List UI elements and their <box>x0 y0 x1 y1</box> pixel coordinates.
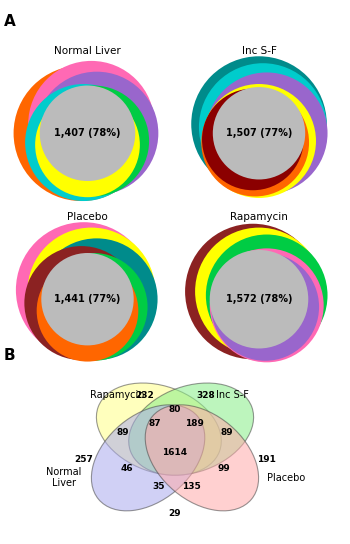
Circle shape <box>40 253 148 361</box>
Text: 189: 189 <box>185 419 204 428</box>
Circle shape <box>35 72 158 195</box>
Text: 328: 328 <box>196 391 215 399</box>
Text: 80: 80 <box>169 405 181 414</box>
Text: Inc S-F: Inc S-F <box>216 390 249 400</box>
Text: 1,407 (78%): 1,407 (78%) <box>54 128 121 138</box>
Circle shape <box>25 246 138 360</box>
Title: Normal Liver: Normal Liver <box>54 46 121 56</box>
Title: Placebo: Placebo <box>67 212 108 222</box>
Circle shape <box>199 63 327 191</box>
Circle shape <box>202 84 316 198</box>
Circle shape <box>195 227 323 355</box>
Text: 99: 99 <box>217 464 230 473</box>
Circle shape <box>202 89 304 190</box>
Circle shape <box>28 61 154 187</box>
Circle shape <box>38 85 149 196</box>
Text: 46: 46 <box>120 464 133 473</box>
Text: 1,441 (77%): 1,441 (77%) <box>54 294 121 304</box>
Title: Inc S-F: Inc S-F <box>241 46 276 56</box>
Text: 35: 35 <box>153 482 165 491</box>
Circle shape <box>36 238 158 360</box>
Circle shape <box>211 253 319 361</box>
Text: 135: 135 <box>182 482 201 491</box>
Circle shape <box>210 249 324 362</box>
Text: 29: 29 <box>169 509 181 518</box>
Ellipse shape <box>145 405 259 511</box>
Text: Placebo: Placebo <box>267 473 305 483</box>
Text: Normal
Liver: Normal Liver <box>46 467 82 489</box>
Text: B: B <box>4 348 15 363</box>
Circle shape <box>213 87 305 180</box>
Text: 1,507 (77%): 1,507 (77%) <box>226 128 292 138</box>
Text: Rapamycin: Rapamycin <box>90 390 145 400</box>
Circle shape <box>35 92 140 197</box>
Circle shape <box>41 253 134 345</box>
Circle shape <box>25 84 142 201</box>
Ellipse shape <box>129 383 254 475</box>
Circle shape <box>14 65 149 201</box>
Circle shape <box>40 85 135 181</box>
Circle shape <box>206 234 328 356</box>
Circle shape <box>206 72 328 194</box>
Text: 257: 257 <box>74 455 93 464</box>
Text: 89: 89 <box>221 428 233 437</box>
Text: 232: 232 <box>135 391 154 399</box>
Circle shape <box>185 224 321 359</box>
Title: Rapamycin: Rapamycin <box>230 212 288 222</box>
Text: 87: 87 <box>149 419 162 428</box>
Circle shape <box>191 56 327 192</box>
Text: 89: 89 <box>117 428 129 437</box>
Ellipse shape <box>96 383 221 475</box>
Circle shape <box>16 222 152 358</box>
Text: 1614: 1614 <box>162 448 188 457</box>
Circle shape <box>201 89 309 196</box>
Ellipse shape <box>91 405 205 511</box>
Text: 191: 191 <box>257 455 276 464</box>
Circle shape <box>210 250 308 349</box>
Text: 1,572 (78%): 1,572 (78%) <box>226 294 292 304</box>
Circle shape <box>27 227 155 355</box>
Text: A: A <box>4 14 15 29</box>
Circle shape <box>37 260 138 362</box>
